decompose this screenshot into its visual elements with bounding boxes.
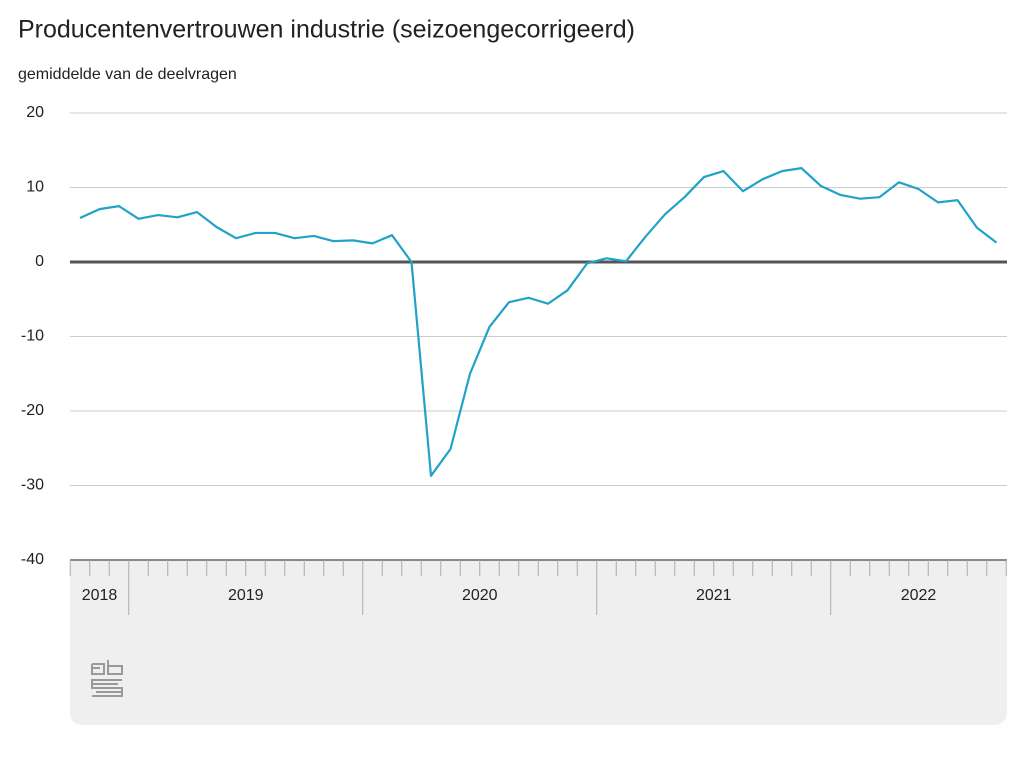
y-tick-label: 10 — [26, 179, 44, 196]
y-tick-label: -30 — [21, 477, 44, 494]
x-tick-label: 2022 — [901, 587, 937, 604]
x-tick-label: 2018 — [82, 587, 118, 604]
chart-subtitle: gemiddelde van de deelvragen — [18, 66, 237, 83]
y-tick-label: 20 — [26, 104, 44, 121]
logo — [91, 660, 123, 697]
x-tick-label: 2020 — [462, 587, 498, 604]
x-tick-label: 2021 — [696, 587, 732, 604]
y-tick-label: -10 — [21, 328, 44, 345]
chart-title: Producentenvertrouwen industrie (seizoen… — [18, 16, 635, 44]
data-line — [79, 167, 998, 477]
y-tick-label: 0 — [35, 253, 44, 270]
x-axis-panel — [70, 560, 1007, 725]
y-tick-label: -40 — [21, 551, 44, 568]
y-tick-label: -20 — [21, 402, 44, 419]
x-tick-label: 2019 — [228, 587, 264, 604]
